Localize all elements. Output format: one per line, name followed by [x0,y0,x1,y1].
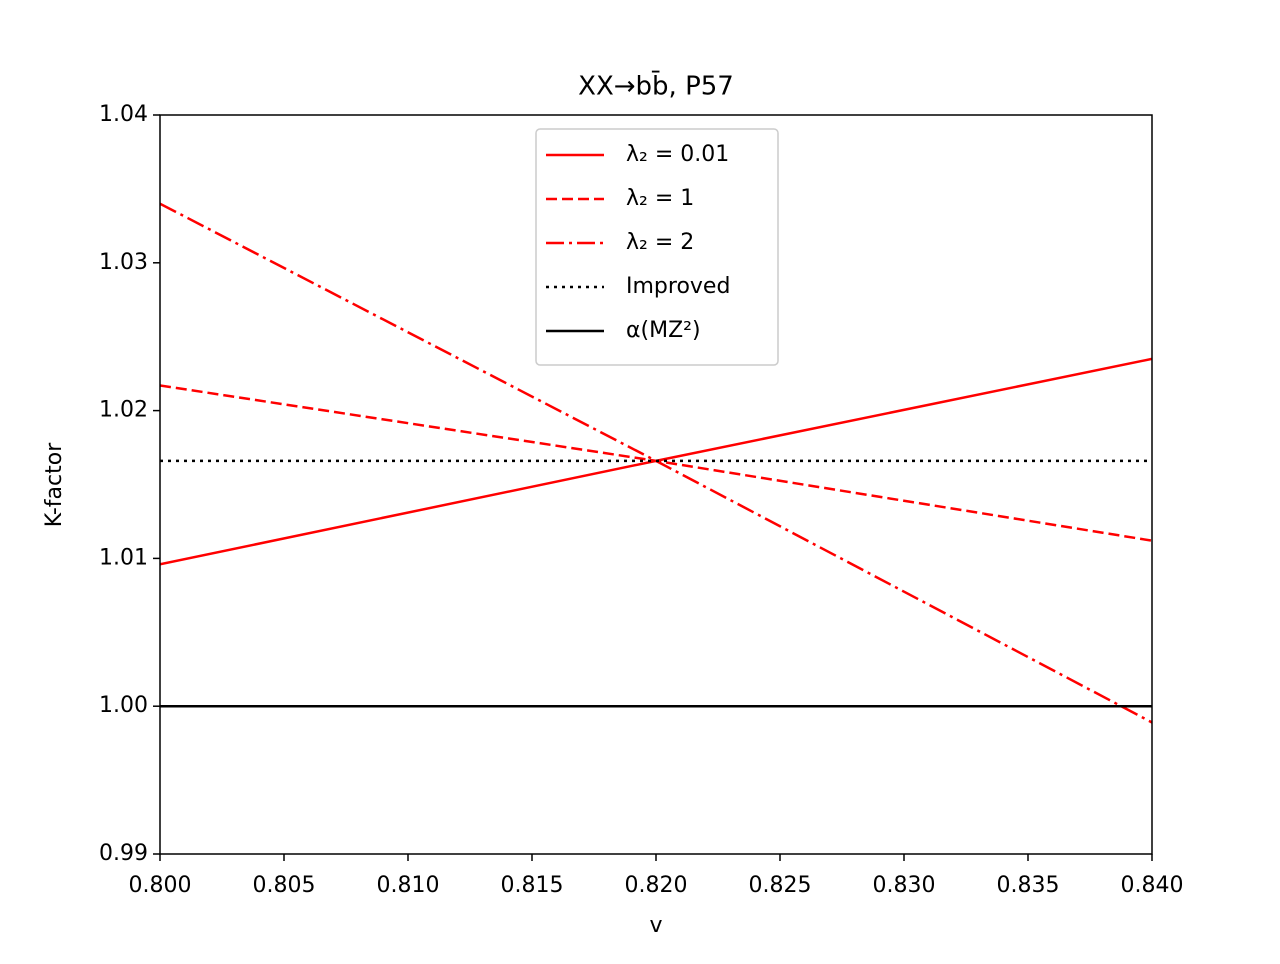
y-tick-label: 1.01 [99,545,148,570]
x-tick-label: 0.805 [253,873,316,898]
plot-frame [159,114,1153,855]
x-tick-label: 0.820 [625,873,688,898]
x-tick-label: 0.800 [129,873,192,898]
x-tick-label: 0.840 [1121,873,1184,898]
x-tick-label: 0.810 [377,873,440,898]
x-tick-label: 0.835 [997,873,1060,898]
legend-label: λ₂ = 2 [626,230,694,255]
x-tick-label: 0.825 [749,873,812,898]
legend-label: λ₂ = 1 [626,186,694,211]
legend-box [535,128,779,366]
y-tick-label: 1.02 [99,398,148,423]
x-tick-label: 0.830 [873,873,936,898]
legend-label: λ₂ = 0.01 [626,142,729,167]
y-tick-label: 1.03 [99,250,148,275]
y-axis-label: K-factor [42,442,67,527]
y-tick-label: 1.00 [99,693,148,718]
legend-label: Improved [626,274,730,299]
x-tick-label: 0.815 [501,873,564,898]
y-tick-label: 1.04 [99,102,148,127]
legend-label: α(MZ²) [626,318,701,343]
chart-title: XX→bb̄, P57 [578,70,734,102]
x-axis-label: v [649,913,662,938]
y-tick-label: 0.99 [99,841,148,866]
